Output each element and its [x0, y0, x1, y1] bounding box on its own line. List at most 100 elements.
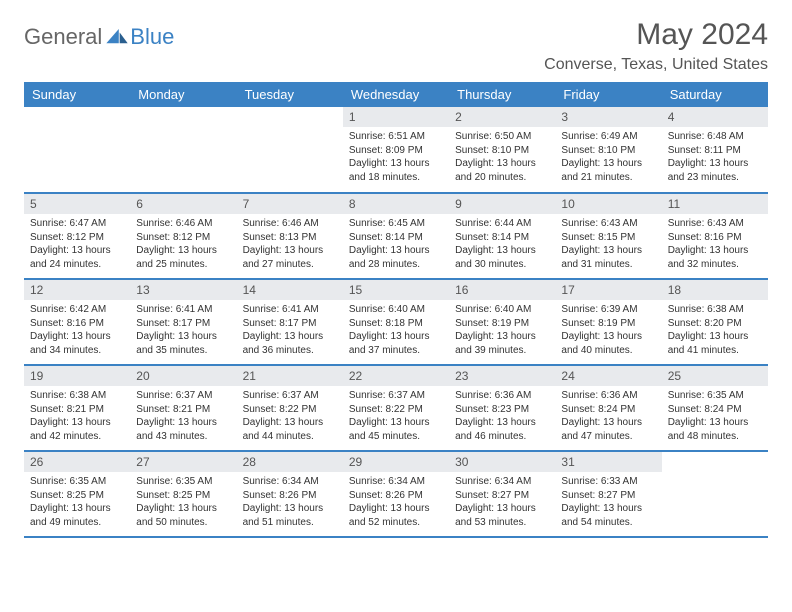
- day-cell: 9Sunrise: 6:44 AMSunset: 8:14 PMDaylight…: [449, 193, 555, 279]
- day-number: 5: [24, 194, 130, 214]
- day-number: 18: [662, 280, 768, 300]
- day-details: Sunrise: 6:46 AMSunset: 8:12 PMDaylight:…: [130, 214, 236, 274]
- brand-text-1: General: [24, 24, 102, 50]
- day-cell: 20Sunrise: 6:37 AMSunset: 8:21 PMDayligh…: [130, 365, 236, 451]
- day-details: Sunrise: 6:34 AMSunset: 8:26 PMDaylight:…: [237, 472, 343, 532]
- day-cell: 13Sunrise: 6:41 AMSunset: 8:17 PMDayligh…: [130, 279, 236, 365]
- brand-logo: General Blue: [24, 24, 174, 50]
- day-cell: 1Sunrise: 6:51 AMSunset: 8:09 PMDaylight…: [343, 107, 449, 193]
- empty-cell: [130, 107, 236, 193]
- day-details: Sunrise: 6:34 AMSunset: 8:27 PMDaylight:…: [449, 472, 555, 532]
- calendar-header-row: SundayMondayTuesdayWednesdayThursdayFrid…: [24, 82, 768, 107]
- brand-text-2: Blue: [130, 24, 174, 50]
- day-details: Sunrise: 6:48 AMSunset: 8:11 PMDaylight:…: [662, 127, 768, 187]
- day-details: Sunrise: 6:40 AMSunset: 8:19 PMDaylight:…: [449, 300, 555, 360]
- day-details: Sunrise: 6:35 AMSunset: 8:25 PMDaylight:…: [130, 472, 236, 532]
- day-number: 17: [555, 280, 661, 300]
- day-number: 30: [449, 452, 555, 472]
- location-text: Converse, Texas, United States: [544, 56, 768, 74]
- day-details: Sunrise: 6:36 AMSunset: 8:23 PMDaylight:…: [449, 386, 555, 446]
- day-cell: 29Sunrise: 6:34 AMSunset: 8:26 PMDayligh…: [343, 451, 449, 537]
- day-number: 14: [237, 280, 343, 300]
- day-details: Sunrise: 6:36 AMSunset: 8:24 PMDaylight:…: [555, 386, 661, 446]
- day-cell: 12Sunrise: 6:42 AMSunset: 8:16 PMDayligh…: [24, 279, 130, 365]
- day-number: 25: [662, 366, 768, 386]
- logo-sail-icon: [106, 29, 128, 45]
- day-details: Sunrise: 6:49 AMSunset: 8:10 PMDaylight:…: [555, 127, 661, 187]
- day-cell: 23Sunrise: 6:36 AMSunset: 8:23 PMDayligh…: [449, 365, 555, 451]
- day-details: Sunrise: 6:43 AMSunset: 8:15 PMDaylight:…: [555, 214, 661, 274]
- calendar-row: 19Sunrise: 6:38 AMSunset: 8:21 PMDayligh…: [24, 365, 768, 451]
- weekday-header: Thursday: [449, 82, 555, 107]
- day-details: Sunrise: 6:45 AMSunset: 8:14 PMDaylight:…: [343, 214, 449, 274]
- day-cell: 14Sunrise: 6:41 AMSunset: 8:17 PMDayligh…: [237, 279, 343, 365]
- day-number: 23: [449, 366, 555, 386]
- day-number: 28: [237, 452, 343, 472]
- day-details: Sunrise: 6:34 AMSunset: 8:26 PMDaylight:…: [343, 472, 449, 532]
- day-details: Sunrise: 6:51 AMSunset: 8:09 PMDaylight:…: [343, 127, 449, 187]
- day-details: Sunrise: 6:35 AMSunset: 8:25 PMDaylight:…: [24, 472, 130, 532]
- weekday-header: Saturday: [662, 82, 768, 107]
- day-cell: 5Sunrise: 6:47 AMSunset: 8:12 PMDaylight…: [24, 193, 130, 279]
- day-number: 1: [343, 107, 449, 127]
- day-cell: 25Sunrise: 6:35 AMSunset: 8:24 PMDayligh…: [662, 365, 768, 451]
- day-cell: 2Sunrise: 6:50 AMSunset: 8:10 PMDaylight…: [449, 107, 555, 193]
- calendar-row: 1Sunrise: 6:51 AMSunset: 8:09 PMDaylight…: [24, 107, 768, 193]
- day-number: 21: [237, 366, 343, 386]
- day-details: Sunrise: 6:37 AMSunset: 8:22 PMDaylight:…: [237, 386, 343, 446]
- day-details: Sunrise: 6:37 AMSunset: 8:22 PMDaylight:…: [343, 386, 449, 446]
- day-number: 24: [555, 366, 661, 386]
- empty-cell: [662, 451, 768, 537]
- day-cell: 7Sunrise: 6:46 AMSunset: 8:13 PMDaylight…: [237, 193, 343, 279]
- day-cell: 21Sunrise: 6:37 AMSunset: 8:22 PMDayligh…: [237, 365, 343, 451]
- weekday-header: Tuesday: [237, 82, 343, 107]
- weekday-header: Wednesday: [343, 82, 449, 107]
- day-cell: 6Sunrise: 6:46 AMSunset: 8:12 PMDaylight…: [130, 193, 236, 279]
- header: General Blue May 2024 Converse, Texas, U…: [24, 18, 768, 74]
- weekday-header: Friday: [555, 82, 661, 107]
- day-cell: 11Sunrise: 6:43 AMSunset: 8:16 PMDayligh…: [662, 193, 768, 279]
- day-number: 27: [130, 452, 236, 472]
- day-details: Sunrise: 6:37 AMSunset: 8:21 PMDaylight:…: [130, 386, 236, 446]
- day-number: 9: [449, 194, 555, 214]
- day-cell: 10Sunrise: 6:43 AMSunset: 8:15 PMDayligh…: [555, 193, 661, 279]
- day-details: Sunrise: 6:33 AMSunset: 8:27 PMDaylight:…: [555, 472, 661, 532]
- day-cell: 28Sunrise: 6:34 AMSunset: 8:26 PMDayligh…: [237, 451, 343, 537]
- day-cell: 26Sunrise: 6:35 AMSunset: 8:25 PMDayligh…: [24, 451, 130, 537]
- day-number: 29: [343, 452, 449, 472]
- day-number: 26: [24, 452, 130, 472]
- day-details: Sunrise: 6:39 AMSunset: 8:19 PMDaylight:…: [555, 300, 661, 360]
- day-details: Sunrise: 6:41 AMSunset: 8:17 PMDaylight:…: [237, 300, 343, 360]
- weekday-header: Sunday: [24, 82, 130, 107]
- day-number: 20: [130, 366, 236, 386]
- day-cell: 17Sunrise: 6:39 AMSunset: 8:19 PMDayligh…: [555, 279, 661, 365]
- day-details: Sunrise: 6:38 AMSunset: 8:21 PMDaylight:…: [24, 386, 130, 446]
- day-cell: 16Sunrise: 6:40 AMSunset: 8:19 PMDayligh…: [449, 279, 555, 365]
- title-block: May 2024 Converse, Texas, United States: [544, 18, 768, 74]
- day-details: Sunrise: 6:43 AMSunset: 8:16 PMDaylight:…: [662, 214, 768, 274]
- day-cell: 30Sunrise: 6:34 AMSunset: 8:27 PMDayligh…: [449, 451, 555, 537]
- day-number: 19: [24, 366, 130, 386]
- day-details: Sunrise: 6:40 AMSunset: 8:18 PMDaylight:…: [343, 300, 449, 360]
- day-details: Sunrise: 6:41 AMSunset: 8:17 PMDaylight:…: [130, 300, 236, 360]
- day-number: 31: [555, 452, 661, 472]
- day-number: 16: [449, 280, 555, 300]
- day-number: 11: [662, 194, 768, 214]
- day-number: 2: [449, 107, 555, 127]
- day-cell: 3Sunrise: 6:49 AMSunset: 8:10 PMDaylight…: [555, 107, 661, 193]
- calendar-row: 5Sunrise: 6:47 AMSunset: 8:12 PMDaylight…: [24, 193, 768, 279]
- day-number: 6: [130, 194, 236, 214]
- day-cell: 19Sunrise: 6:38 AMSunset: 8:21 PMDayligh…: [24, 365, 130, 451]
- day-number: 12: [24, 280, 130, 300]
- calendar-row: 26Sunrise: 6:35 AMSunset: 8:25 PMDayligh…: [24, 451, 768, 537]
- day-details: Sunrise: 6:35 AMSunset: 8:24 PMDaylight:…: [662, 386, 768, 446]
- day-cell: 18Sunrise: 6:38 AMSunset: 8:20 PMDayligh…: [662, 279, 768, 365]
- empty-cell: [24, 107, 130, 193]
- day-number: 22: [343, 366, 449, 386]
- day-number: 13: [130, 280, 236, 300]
- day-details: Sunrise: 6:44 AMSunset: 8:14 PMDaylight:…: [449, 214, 555, 274]
- day-cell: 27Sunrise: 6:35 AMSunset: 8:25 PMDayligh…: [130, 451, 236, 537]
- day-details: Sunrise: 6:47 AMSunset: 8:12 PMDaylight:…: [24, 214, 130, 274]
- day-number: 10: [555, 194, 661, 214]
- day-number: 3: [555, 107, 661, 127]
